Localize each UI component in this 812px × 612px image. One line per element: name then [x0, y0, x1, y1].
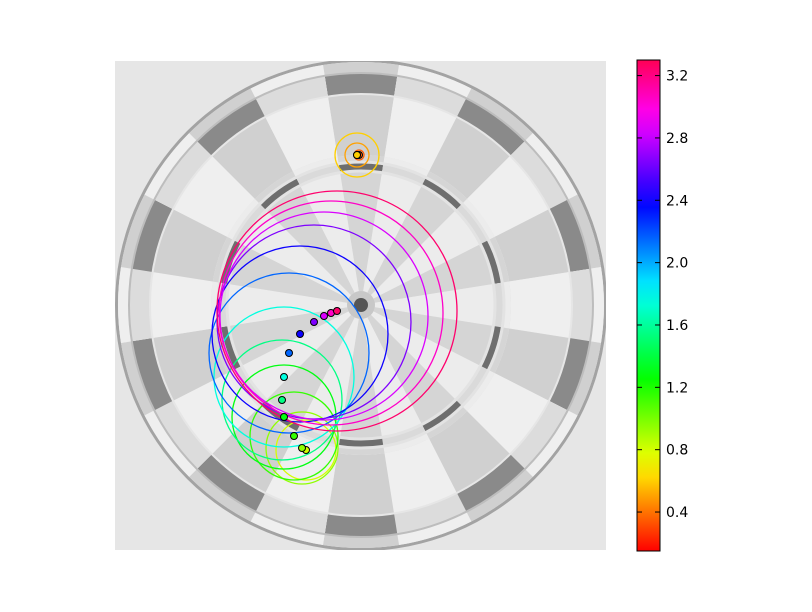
- dartboard-wedge: [219, 325, 242, 370]
- dartboard-wedge: [370, 198, 495, 299]
- data-point: [333, 307, 341, 315]
- colorbar-frame: [636, 59, 661, 552]
- data-point: [298, 444, 306, 452]
- data-point: [296, 330, 304, 338]
- dartboard-wedge: [381, 163, 426, 186]
- uncertainty-circle: [219, 211, 429, 421]
- uncertainty-circle: [344, 142, 370, 168]
- uncertainty-circle: [213, 306, 355, 448]
- dartboard-wedge: [456, 98, 526, 156]
- dartboard-wedge: [467, 373, 578, 477]
- dartboard-wedge: [233, 203, 267, 245]
- dartboard-wedge: [373, 307, 510, 374]
- data-point: [290, 432, 298, 440]
- dartboard-wedge: [259, 177, 301, 211]
- data-points: [278, 151, 363, 454]
- dartboard-wedge: [421, 399, 463, 433]
- dartboard-wedge: [569, 268, 593, 342]
- dartboard-wedge: [324, 513, 398, 537]
- colorbar-tick-label: 0.8: [666, 443, 688, 459]
- dartboard-wedge: [211, 281, 348, 329]
- dartboard-wedge: [337, 155, 385, 292]
- colorbar-fill: [637, 60, 660, 551]
- dartboard-wedge: [429, 88, 533, 199]
- dartboard-wedge: [549, 338, 591, 411]
- dartboard-wedge: [363, 317, 430, 454]
- colorbar-ticks: 0.4 0.8 1.2 1.6 2.0 2.4 2.8 3.2: [637, 69, 688, 521]
- uncertainty-circle: [216, 190, 458, 432]
- colorbar-tick-label: 2.8: [666, 131, 688, 147]
- dartboard-wedge: [227, 311, 352, 412]
- dartboard-wedge: [129, 268, 153, 342]
- dartboard-wedge: [510, 140, 568, 210]
- dartboard-wedge: [510, 400, 568, 470]
- dartboard-wedge: [131, 338, 173, 411]
- dartboard-image: [115, 61, 606, 550]
- dartboard-wedge: [455, 365, 489, 407]
- dartboard-wedge: [480, 240, 503, 285]
- dartboard-wedge: [255, 493, 328, 535]
- dartboard-wedge: [212, 236, 349, 303]
- data-point: [278, 396, 286, 404]
- uncertainty-circle: [211, 245, 389, 423]
- dartboard-wedge: [381, 424, 426, 447]
- dartboard-wedge: [394, 493, 467, 535]
- dartboard-wedge: [480, 325, 503, 370]
- data-point: [285, 349, 293, 357]
- dartboard-wedge: [154, 400, 212, 470]
- data-point: [280, 373, 288, 381]
- colorbar-tick-label: 2.4: [666, 193, 688, 209]
- data-point: [280, 413, 288, 421]
- uncertainty-circles: [208, 132, 458, 485]
- dartboard-wedge: [549, 199, 591, 272]
- dartboard-wedge: [421, 177, 463, 211]
- dartboard-wedge: [467, 133, 578, 237]
- uncertainty-circle: [265, 411, 339, 485]
- dartboard-wedge: [227, 198, 352, 299]
- dartboard-wedge: [254, 171, 355, 296]
- uncertainty-circle: [218, 200, 444, 426]
- dartboard-wedge: [363, 156, 430, 293]
- dartboard-wedge: [144, 373, 255, 477]
- dartboard-wedge: [367, 314, 468, 439]
- data-point: [310, 318, 318, 326]
- colorbar-tick-label: 1.6: [666, 318, 688, 334]
- uncertainty-circle: [249, 391, 339, 481]
- data-point: [320, 312, 328, 320]
- dartboard-wedge: [254, 314, 355, 439]
- dartboard-wedge: [255, 75, 328, 117]
- uncertainty-circle: [221, 339, 343, 461]
- dartboard-wedge: [144, 133, 255, 237]
- dartboard-wedge: [324, 73, 398, 97]
- colorbar-tick-label: 0.4: [666, 505, 688, 521]
- dartboard-wedge: [196, 98, 266, 156]
- uncertainty-circle: [208, 272, 370, 434]
- colorbar-tick-label: 3.2: [666, 69, 688, 85]
- colorbar-tick-label: 2.0: [666, 256, 688, 272]
- dartboard-wedge: [456, 454, 526, 512]
- uncertainty-circle: [334, 132, 380, 178]
- dartboard-wedge: [394, 75, 467, 117]
- dartboard-wedge: [154, 140, 212, 210]
- colorbar: 0.4 0.8 1.2 1.6 2.0 2.4 2.8 3.2: [636, 59, 688, 552]
- dartboard-wedge: [196, 454, 266, 512]
- dartboard-wedge: [189, 88, 293, 199]
- dartboard-wedge: [373, 236, 510, 303]
- dartboard-wedge: [131, 199, 173, 272]
- dartboard-wedge: [296, 424, 341, 447]
- colorbar-tick-label: 1.2: [666, 380, 688, 396]
- dartboard-wedge: [429, 411, 533, 522]
- dartboard-wedge: [296, 163, 341, 186]
- data-point: [353, 151, 361, 159]
- dartboard-wedge: [455, 203, 489, 245]
